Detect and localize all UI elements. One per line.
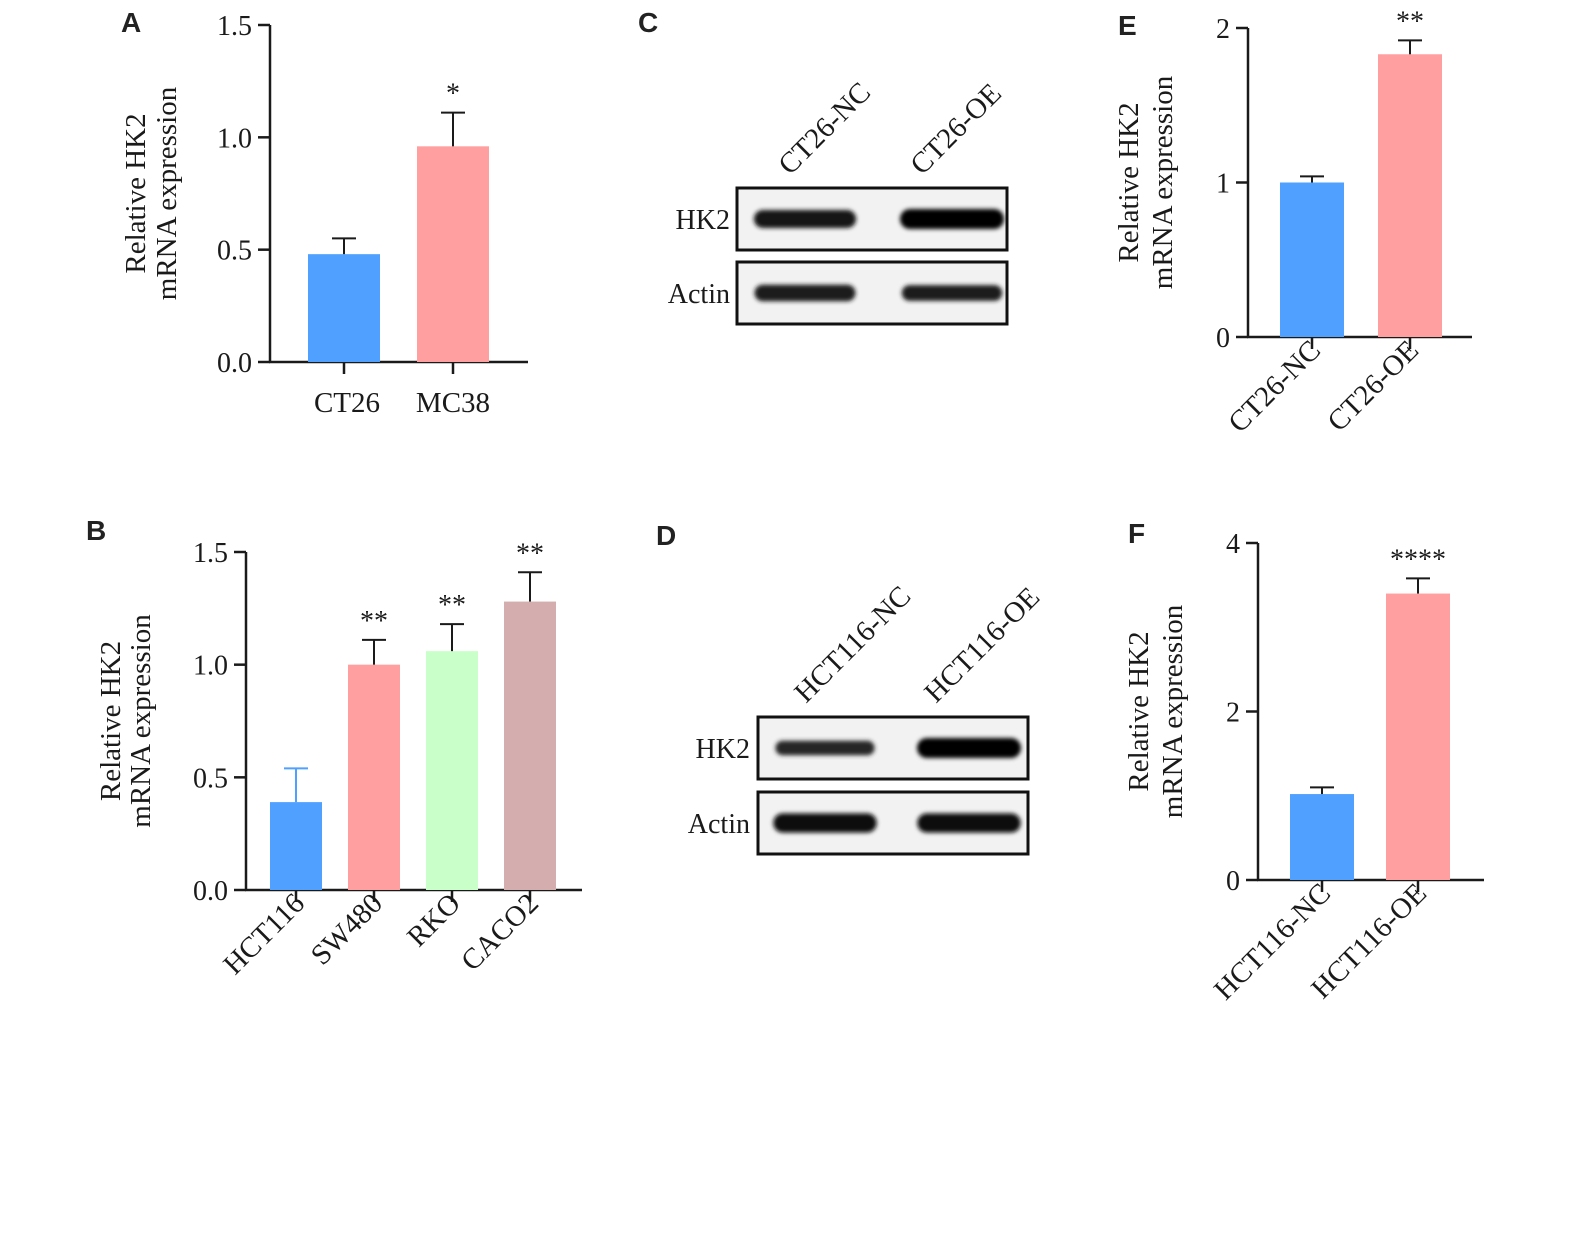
chart-a-y-tick-label: 0.5 <box>217 236 252 267</box>
panel-letter-d: D <box>656 520 676 551</box>
chart-f-y-tick-label: 0 <box>1226 866 1240 897</box>
chart-a-y-tick-label: 0.0 <box>217 348 252 379</box>
chart-b-y-tick-label: 0.5 <box>193 763 228 794</box>
chart-a-bar <box>417 146 489 362</box>
panel-letter-c: C <box>638 7 658 38</box>
chart-b-category-label: SW480 <box>305 887 389 971</box>
chart-e-category-label: CT26-NC <box>1222 334 1327 439</box>
blot-c-row-label: Actin <box>668 279 730 310</box>
blot-d-row-label: Actin <box>688 809 750 840</box>
chart-a-y-axis-title: Relative HK2 <box>120 113 152 273</box>
blot-d-band <box>917 813 1021 833</box>
chart-a-significance-label: * <box>446 79 460 110</box>
chart-e: 0 1 2 Relative HK2 mRNA expression CT26-NC ** C… <box>1113 6 1472 439</box>
chart-b-bar <box>270 802 322 890</box>
chart-b-y-tick-label: 0.0 <box>193 876 228 907</box>
chart-e-y-axis-title: Relative HK2 <box>1113 102 1145 262</box>
chart-b-y-axis-title: Relative HK2 <box>95 641 127 801</box>
chart-b-significance-label: ** <box>438 590 466 621</box>
chart-a-y-axis-title: mRNA expression <box>151 86 183 300</box>
chart-f-y-tick-label: 2 <box>1226 698 1240 729</box>
chart-e-y-axis-title: mRNA expression <box>1147 75 1179 289</box>
chart-e-category-label: CT26-OE <box>1321 334 1425 438</box>
blot-d-band <box>775 740 875 756</box>
blot-c-lane-label: CT26-NC <box>772 76 877 181</box>
chart-f-y-axis-title: mRNA expression <box>1157 604 1189 818</box>
chart-e-bar <box>1280 182 1344 337</box>
blot-c-lane-label: CT26-OE <box>904 77 1008 181</box>
blot-c-band <box>900 209 1004 229</box>
chart-e-y-tick-label: 0 <box>1216 323 1230 354</box>
chart-b-significance-label: ** <box>360 606 388 637</box>
blot-d-lane-label: HCT116-NC <box>788 580 917 709</box>
chart-a-y-tick-label: 1.5 <box>217 11 252 42</box>
chart-a-category-label: CT26 <box>314 387 380 419</box>
chart-b-significance-label: ** <box>516 538 544 569</box>
chart-b-bar <box>426 651 478 890</box>
chart-e-y-tick-label: 2 <box>1216 14 1230 45</box>
chart-a: 0.0 0.5 1.0 1.5 Relative HK2 mRNA expression C… <box>120 11 528 419</box>
chart-f-y-tick-label: 4 <box>1226 529 1240 560</box>
chart-b-category-label: HCT116 <box>217 887 311 981</box>
chart-e-bar <box>1378 54 1442 337</box>
blot-d-lane-label: HCT116-OE <box>918 581 1046 709</box>
blot-d-row-label: HK2 <box>696 734 750 765</box>
blot-d-band <box>917 738 1021 758</box>
chart-e-significance-label: ** <box>1396 6 1424 37</box>
chart-b-category-label: CACO2 <box>455 887 545 977</box>
panel-letter-b: B <box>86 515 106 546</box>
chart-a-y-tick-label: 1.0 <box>217 123 252 154</box>
chart-a-category-label: MC38 <box>416 387 490 419</box>
chart-f-y-axis-title: Relative HK2 <box>1123 631 1155 791</box>
panel-letter-a: A <box>121 7 141 38</box>
blot-c-band <box>753 210 857 228</box>
blot-d-band <box>773 813 877 833</box>
western-blot-c: CT26-NC CT26-OE HK2 Actin <box>668 76 1009 326</box>
chart-b-y-tick-label: 1.5 <box>193 538 228 569</box>
chart-b-bar <box>348 664 400 890</box>
blot-c-band <box>754 284 856 302</box>
chart-a-bar <box>308 254 380 362</box>
western-blot-d: HCT116-NC HCT116-OE HK2 Actin <box>688 580 1046 856</box>
panel-letter-f: F <box>1128 518 1145 549</box>
chart-b-y-axis-title: mRNA expression <box>125 614 157 828</box>
chart-f-bar <box>1290 794 1354 880</box>
chart-f-bar <box>1386 593 1450 880</box>
chart-b-bar <box>504 601 556 890</box>
panel-letter-e: E <box>1118 10 1137 41</box>
chart-e-y-tick-label: 1 <box>1216 169 1230 200</box>
chart-b-category-label: RKO <box>401 887 467 953</box>
blot-c-band <box>901 285 1003 301</box>
chart-b-y-tick-label: 1.0 <box>193 651 228 682</box>
chart-f-significance-label: **** <box>1390 544 1446 575</box>
blot-c-row-label: HK2 <box>676 205 730 236</box>
